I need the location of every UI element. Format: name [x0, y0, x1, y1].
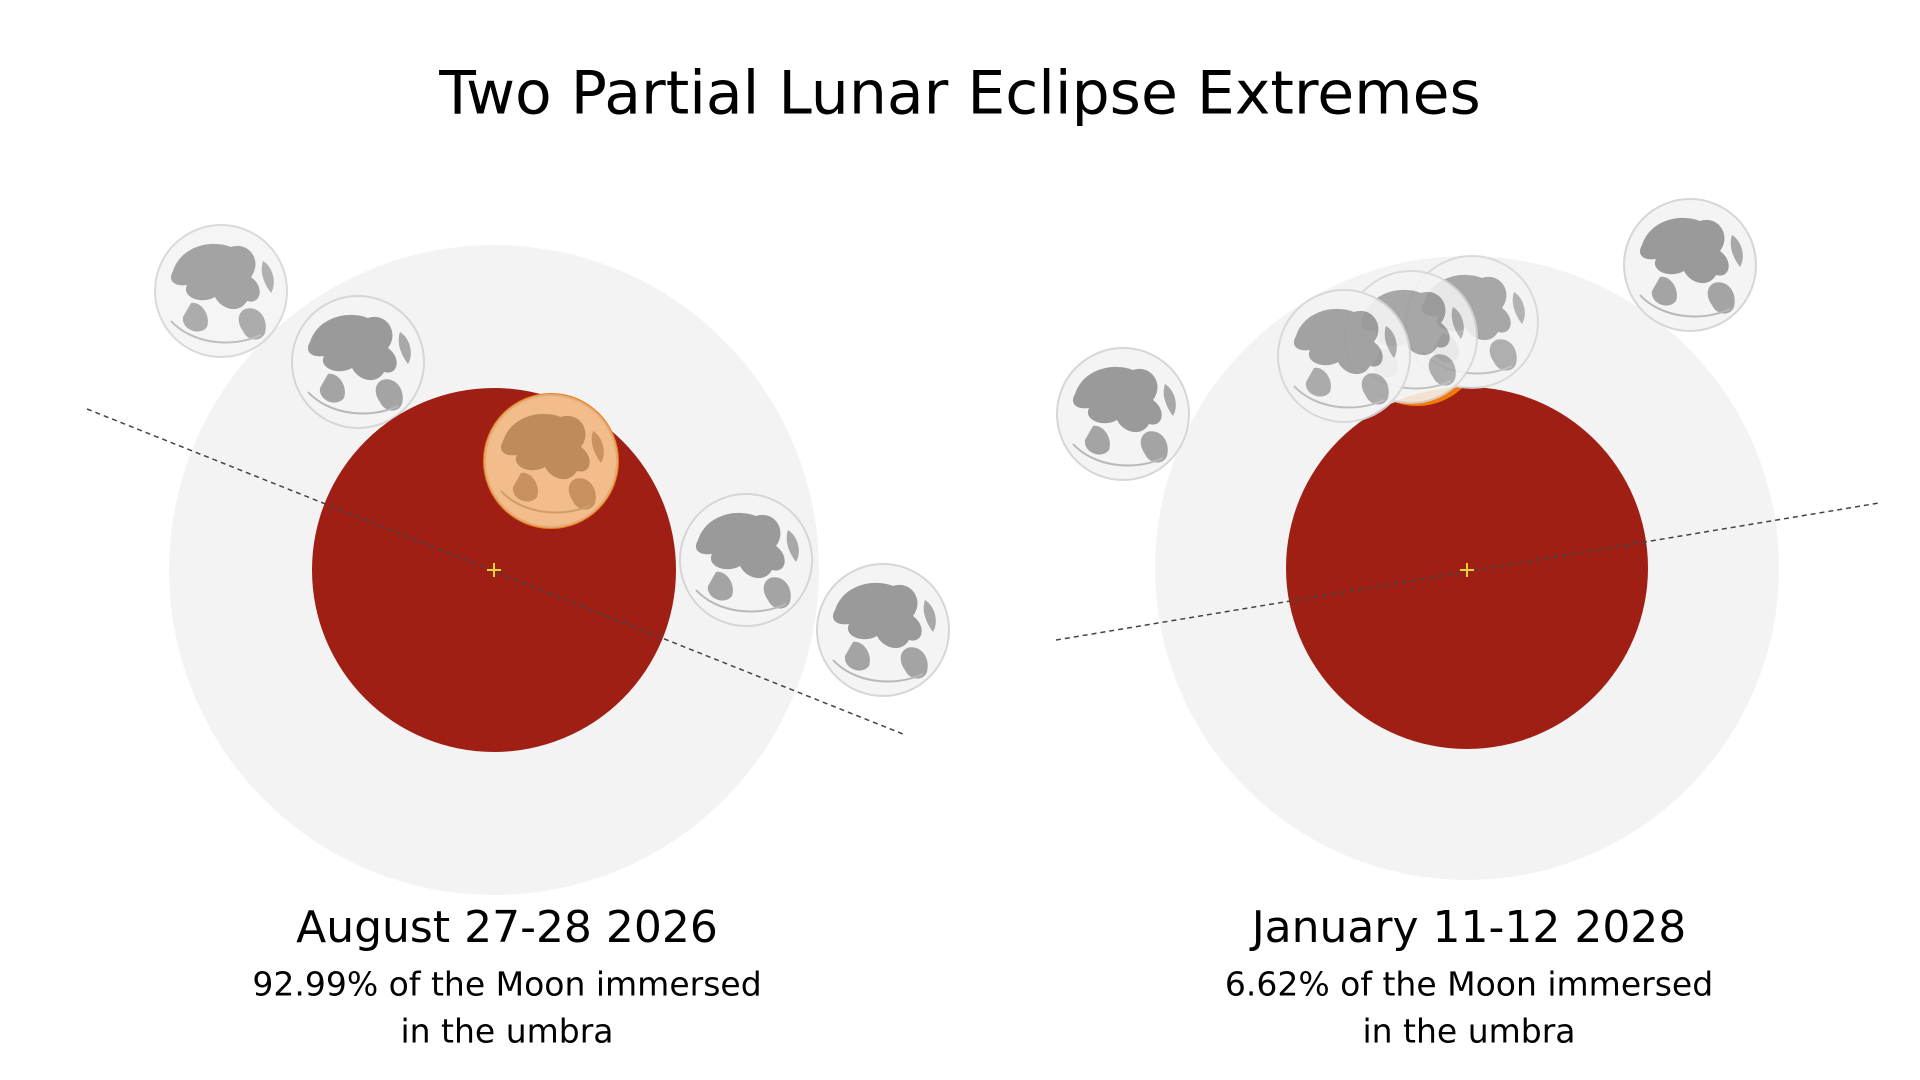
eclipse-left	[86, 224, 950, 895]
moon	[1056, 347, 1190, 481]
caption: in the umbra	[400, 1012, 613, 1051]
moon	[816, 563, 950, 697]
eclipse-right	[1055, 198, 1880, 880]
moon	[484, 394, 618, 528]
moon	[154, 224, 288, 358]
moon	[679, 493, 813, 627]
title: Two Partial Lunar Eclipse Extremes	[438, 59, 1481, 129]
moon	[1623, 198, 1757, 332]
caption: 6.62% of the Moon immersed	[1225, 965, 1713, 1004]
caption: in the umbra	[1362, 1012, 1575, 1051]
date: January 11-12 2028	[1249, 902, 1687, 953]
moon	[291, 295, 425, 429]
moon	[1277, 289, 1411, 423]
date: August 27-28 2026	[296, 902, 718, 953]
moon-path	[86, 408, 904, 735]
center-mark	[487, 563, 501, 577]
center-mark	[1460, 563, 1474, 577]
caption: 92.99% of the Moon immersed	[252, 965, 761, 1004]
